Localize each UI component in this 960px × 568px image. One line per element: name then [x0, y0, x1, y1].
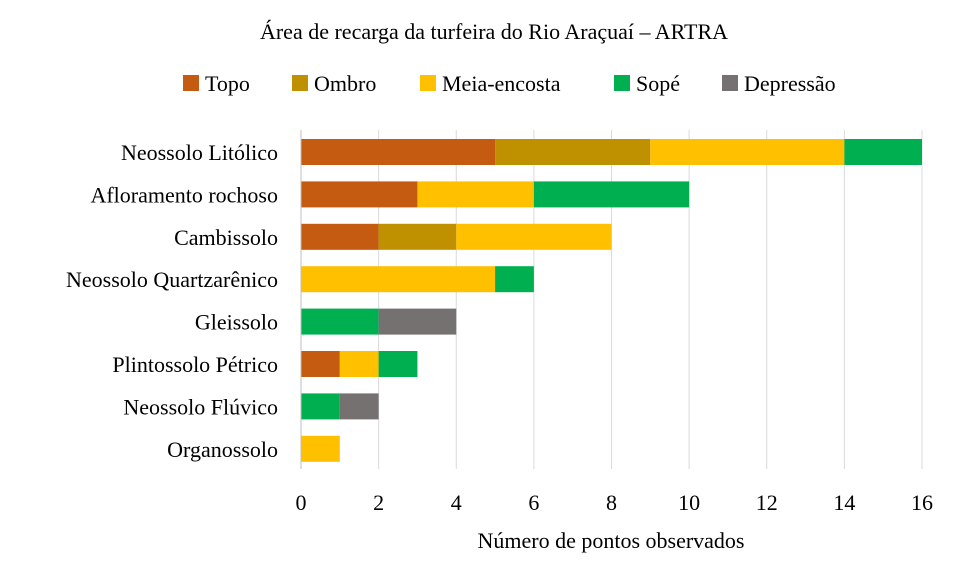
- x-tick-label-10: 10: [678, 490, 700, 515]
- x-tick-labels: 0 2 4 6 8 10 12 14 16: [296, 490, 934, 515]
- x-tick-label-2: 2: [373, 490, 384, 515]
- bar-neossolo-quartzarenico-meia-encosta: [301, 266, 496, 293]
- x-tick-label-6: 6: [528, 490, 539, 515]
- bar-afloramento-rochoso-meia-encosta: [417, 181, 534, 208]
- bars: [301, 139, 922, 462]
- x-axis-title: Número de pontos observados: [477, 528, 744, 553]
- x-tick-label-8: 8: [606, 490, 617, 515]
- bar-neossolo-litolico-ombro: [495, 139, 651, 165]
- bar-afloramento-rochoso-sope: [533, 181, 690, 208]
- chart-title: Área de recarga da turfeira do Rio Araçu…: [260, 19, 728, 44]
- x-tick-label-12: 12: [756, 490, 778, 515]
- legend-label-ombro: Ombro: [314, 71, 376, 96]
- bar-organossolo-meia-encosta: [301, 435, 340, 462]
- bar-neossolo-fluvico-depressao: [339, 393, 379, 420]
- legend-label-sope: Sopé: [636, 71, 680, 96]
- bar-neossolo-litolico-topo: [301, 139, 496, 165]
- category-label-cambissolo: Cambissolo: [174, 225, 278, 250]
- bar-neossolo-litolico-sope: [844, 139, 922, 165]
- legend: Topo Ombro Meia-encosta Sopé Depressão: [183, 71, 836, 96]
- bar-plintossolo-petrico-topo: [301, 351, 340, 377]
- bar-neossolo-litolico-meia-encosta: [650, 139, 845, 165]
- bar-cambissolo-ombro: [378, 223, 457, 250]
- bar-gleissolo-sope: [301, 308, 379, 335]
- legend-swatch-ombro: [292, 75, 308, 91]
- x-tick-label-0: 0: [296, 490, 307, 515]
- legend-label-depressao: Depressão: [744, 71, 836, 96]
- bar-neossolo-quartzarenico-sope: [495, 266, 534, 293]
- category-label-neossolo-quartzarenico: Neossolo Quartzarênico: [66, 267, 278, 292]
- legend-swatch-sope: [614, 75, 630, 91]
- category-label-neossolo-litolico: Neossolo Litólico: [121, 140, 278, 165]
- category-label-gleissolo: Gleissolo: [195, 310, 278, 335]
- category-label-organossolo: Organossolo: [167, 437, 278, 462]
- legend-label-meia-encosta: Meia-encosta: [442, 71, 561, 96]
- bar-cambissolo-meia-encosta: [456, 223, 612, 250]
- bar-afloramento-rochoso-topo: [301, 181, 418, 208]
- category-label-plintossolo-petrico: Plintossolo Pétrico: [112, 352, 278, 377]
- bar-plintossolo-petrico-meia-encosta: [339, 351, 379, 377]
- category-labels: Neossolo Litólico Afloramento rochoso Camb…: [66, 140, 278, 462]
- gridlines: [378, 130, 923, 469]
- category-label-afloramento-rochoso: Afloramento rochoso: [90, 182, 278, 207]
- legend-swatch-topo: [183, 75, 199, 91]
- bar-cambissolo-topo: [301, 223, 379, 250]
- legend-label-topo: Topo: [205, 71, 250, 96]
- x-tick-label-14: 14: [833, 490, 855, 515]
- x-tick-label-4: 4: [451, 490, 462, 515]
- bar-neossolo-fluvico-sope: [301, 393, 340, 420]
- x-tick-label-16: 16: [911, 490, 933, 515]
- category-label-neossolo-fluvico: Neossolo Flúvico: [123, 394, 278, 419]
- legend-swatch-meia-encosta: [420, 75, 436, 91]
- legend-swatch-depressao: [722, 75, 738, 91]
- bar-gleissolo-depressao: [378, 308, 457, 335]
- bar-plintossolo-petrico-sope: [378, 351, 418, 377]
